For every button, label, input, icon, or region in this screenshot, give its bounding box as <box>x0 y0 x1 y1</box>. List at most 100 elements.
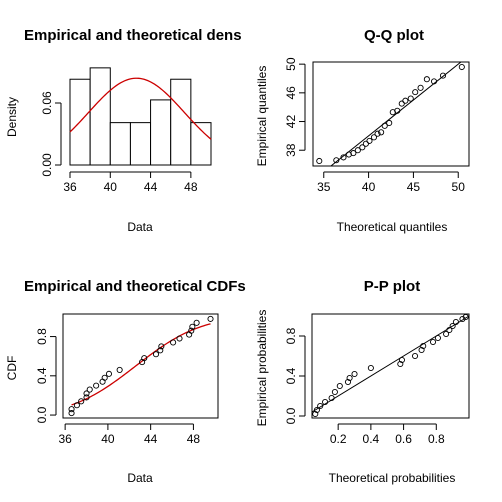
pp-point <box>322 398 329 406</box>
pp-point <box>459 315 466 323</box>
pp-point <box>429 338 437 346</box>
ecdf-point <box>141 355 148 362</box>
qq-point <box>366 137 373 144</box>
qq-y-tick-label: 46 <box>284 86 298 100</box>
pp-point <box>434 334 441 342</box>
qq-point <box>362 140 369 147</box>
ecdf-point <box>68 410 75 417</box>
pp-x-tick-label: 0.8 <box>428 432 445 446</box>
pp-point <box>420 342 427 350</box>
ecdf-point <box>101 374 108 381</box>
qq-x-tick-label: 50 <box>452 180 466 194</box>
histogram-bar <box>150 99 172 166</box>
qq-y-axis-label: Empirical quantiles <box>255 66 269 167</box>
pp-point <box>452 318 459 326</box>
qq-point <box>430 78 438 85</box>
pp-point <box>443 330 450 338</box>
qq-x-tick-label: 45 <box>407 180 421 194</box>
qq-x-axis-label: Theoretical quantiles <box>337 220 448 234</box>
qq-point <box>407 95 414 102</box>
histogram-bar <box>129 122 152 166</box>
qq-point <box>350 150 357 157</box>
qq-point <box>333 157 340 164</box>
ecdf-point <box>189 323 196 330</box>
density-plot: 36 40 44 48 0.00 0.06 <box>40 67 212 194</box>
pp-point <box>331 388 338 396</box>
ecdf-point <box>193 319 200 326</box>
qq-x-tick-label: 35 <box>317 180 331 194</box>
density-x-axis-label: Data <box>127 220 153 234</box>
cdf-panel-title: Empirical and theoretical CDFs <box>24 278 246 295</box>
qq-point <box>417 84 424 91</box>
ecdf-point <box>105 370 113 377</box>
pp-point <box>313 406 320 414</box>
pp-point <box>418 346 425 354</box>
theoretical-density-curve <box>69 77 212 140</box>
theoretical-cdf-curve <box>71 323 211 406</box>
ecdf-point <box>68 406 75 413</box>
qq-point <box>316 157 323 165</box>
pp-x-tick-label: 0.6 <box>395 432 412 446</box>
cdf-x-tick-label: 40 <box>101 432 115 446</box>
pp-point <box>328 394 335 402</box>
histogram-bar <box>89 67 111 166</box>
ecdf-point <box>207 315 214 322</box>
qq-point <box>412 89 419 96</box>
ecdf-point <box>93 382 100 389</box>
pp-point <box>312 410 319 418</box>
qq-point <box>370 134 378 141</box>
histogram-bar <box>109 122 131 166</box>
qq-x-tick-label: 40 <box>362 180 376 194</box>
qq-panel-title: Q-Q plot <box>364 27 424 44</box>
pp-x-axis-label: Theoretical probabilities <box>329 471 456 485</box>
density-y-tick-label: 0.00 <box>40 153 54 177</box>
cdf-plot-frame <box>62 313 219 419</box>
qq-y-tick-label: 38 <box>284 143 298 157</box>
density-x-tick-label: 36 <box>63 180 77 194</box>
ecdf-point <box>78 398 85 405</box>
density-x-tick-label: 44 <box>144 180 158 194</box>
qq-point <box>340 154 347 161</box>
pp-point <box>449 322 456 330</box>
qq-point <box>359 144 366 151</box>
density-y-tick-label: 0.06 <box>40 91 54 115</box>
pp-point <box>346 374 353 382</box>
pp-point <box>336 382 343 390</box>
cdf-y-tick-label: 0.4 <box>35 367 49 384</box>
ecdf-point <box>83 394 90 401</box>
cdf-x-tick-label: 36 <box>58 432 72 446</box>
pp-point <box>351 370 358 378</box>
pp-point <box>398 356 405 364</box>
qq-point <box>394 107 401 114</box>
qq-point <box>402 97 409 104</box>
qq-point <box>398 100 405 107</box>
pp-point <box>317 402 324 410</box>
cdf-plot: 36 40 44 48 0.0 0.4 0.8 <box>35 313 219 446</box>
ecdf-point <box>170 339 177 346</box>
density-x-tick-label: 48 <box>184 180 198 194</box>
ecdf-point <box>73 402 80 409</box>
pp-y-tick-label: 0.4 <box>284 367 298 384</box>
density-y-axis-label: Density <box>5 97 19 137</box>
cdf-y-tick-label: 0.8 <box>35 328 49 345</box>
qq-point <box>458 63 465 71</box>
qq-point <box>439 72 447 79</box>
density-panel-title: Empirical and theoretical dens <box>24 27 242 44</box>
cdf-y-tick-label: 0.0 <box>35 406 49 423</box>
qq-plot: 35 40 45 50 38 42 46 50 <box>284 57 470 194</box>
ecdf-point <box>116 366 123 373</box>
pp-reference-line <box>311 315 470 413</box>
ecdf-point <box>83 390 90 397</box>
density-x-tick-label: 40 <box>104 180 118 194</box>
qq-point <box>374 130 381 137</box>
cdf-y-axis-label: CDF <box>5 356 19 381</box>
pp-point <box>344 378 352 386</box>
ecdf-point <box>158 343 165 350</box>
pp-plot: 0.2 0.4 0.6 0.8 0.0 0.4 0.8 <box>284 313 470 446</box>
cdf-x-tick-label: 48 <box>187 432 201 446</box>
cdf-x-axis-label: Data <box>127 471 153 485</box>
ecdf-point <box>86 386 93 393</box>
pp-point <box>462 313 469 321</box>
pp-y-axis-label: Empirical probabilities <box>255 310 269 427</box>
qq-point <box>423 76 430 83</box>
